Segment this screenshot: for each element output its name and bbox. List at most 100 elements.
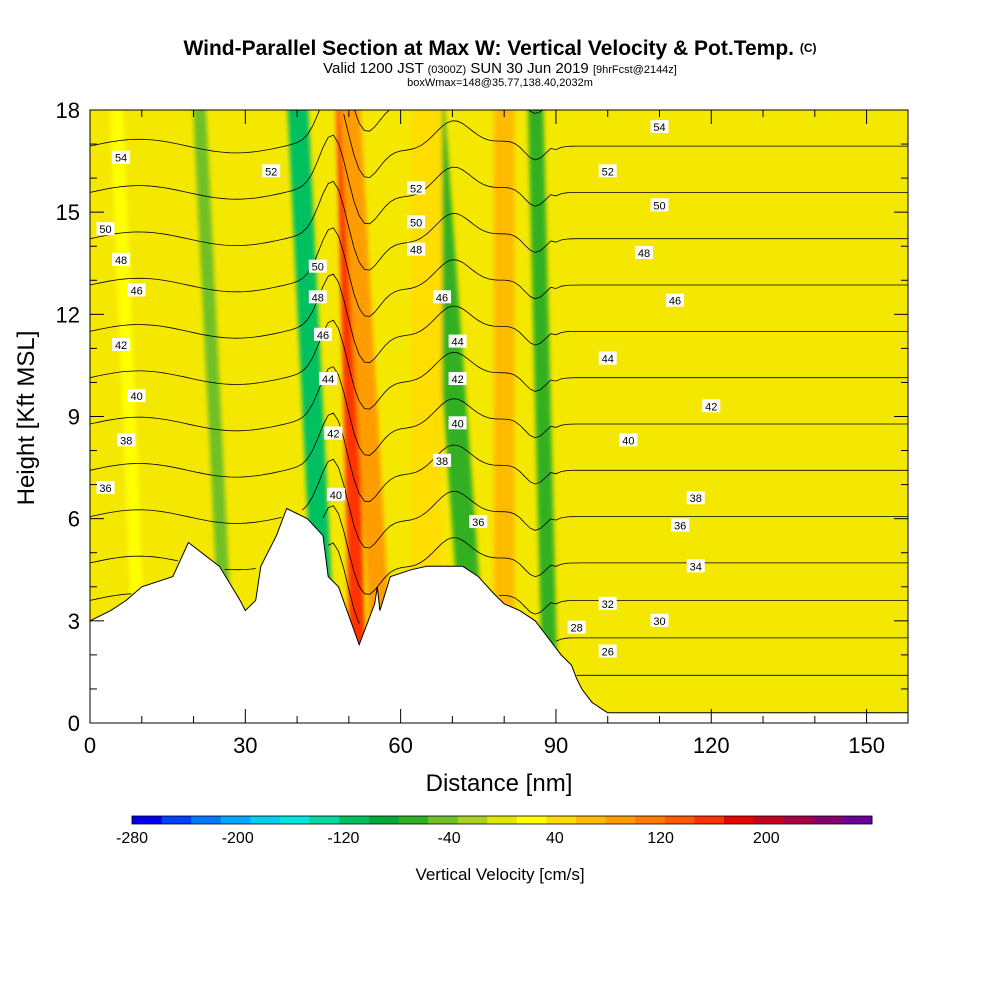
colorbar-swatch	[516, 816, 547, 824]
contour-label-text: 36	[472, 517, 484, 529]
colorbar-label: -280	[116, 830, 148, 847]
colorbar-swatch	[783, 816, 814, 824]
contour-label-text: 30	[653, 616, 665, 628]
contour-label-text: 42	[115, 340, 127, 352]
isentrope-line	[90, 412, 908, 503]
contour-label: 40	[326, 487, 345, 502]
contour-label: 50	[650, 198, 669, 212]
contour-label-box	[326, 487, 345, 501]
terrain-profile	[90, 507, 908, 723]
colorbar-swatch	[191, 816, 222, 824]
colorbar-swatch	[753, 816, 784, 824]
isentrope-line	[90, 458, 908, 549]
contour-label-text: 32	[602, 599, 614, 611]
contour-label-text: 52	[602, 166, 614, 178]
contour-label-text: 48	[638, 248, 650, 260]
contour-label: 46	[127, 283, 146, 297]
valid-date: SUN 30 Jun 2019	[470, 60, 589, 77]
contour-label-box	[650, 613, 669, 627]
colorbar-swatch	[576, 816, 607, 824]
contour-label-box	[433, 290, 452, 304]
contour-label: 44	[319, 372, 338, 386]
contour-label-box	[117, 433, 136, 447]
contour-label-box	[448, 416, 467, 430]
valid-time: Valid 1200 JST	[323, 60, 424, 77]
contour-label-text: 48	[410, 245, 422, 257]
contour-label-box	[433, 453, 452, 467]
contour-label-text: 42	[327, 429, 339, 441]
colorbar-swatch	[605, 816, 636, 824]
contour-label-text: 52	[410, 183, 422, 195]
terrain	[90, 507, 908, 723]
contour-label-box	[619, 433, 638, 447]
contour-label-text: 46	[130, 285, 142, 297]
contour-label-box	[313, 327, 332, 341]
contour-label: 38	[433, 453, 452, 468]
contour-label: 38	[117, 433, 136, 447]
contour-label-box	[650, 198, 669, 212]
contour-label: 46	[313, 327, 332, 342]
x-tick-label: 90	[544, 733, 568, 758]
contour-label: 36	[469, 515, 488, 529]
y-tick-label: 3	[68, 609, 80, 634]
contour-label-text: 46	[669, 296, 681, 308]
contour-label: 30	[650, 613, 669, 628]
contour-label-box	[650, 120, 669, 134]
isentrope-line	[90, 134, 908, 225]
contour-label-box	[262, 164, 281, 178]
isentrope-labels: 54 52 52 52 54 50 50 50 48 48 48 46 46 46 50 48 46 44 42 40…	[96, 120, 721, 658]
contour-label-text: 52	[265, 166, 277, 178]
contour-label: 40	[448, 416, 467, 430]
isentrope-line	[90, 505, 908, 595]
isentrope-line	[90, 273, 908, 364]
contour-label: 48	[407, 242, 426, 257]
colorbar-label: 40	[546, 830, 564, 847]
contour-label: 50	[407, 215, 426, 229]
contour-label-box	[407, 215, 426, 229]
colorbar-swatch	[428, 816, 459, 824]
isentrope-line	[90, 542, 908, 624]
contour-label-box	[666, 293, 685, 307]
colorbar-swatch	[487, 816, 518, 824]
y-tick-label: 15	[56, 200, 80, 225]
contour-label-box	[469, 515, 488, 529]
contour-label: 48	[634, 246, 653, 260]
x-tick-label: 0	[84, 733, 96, 758]
colorbar-swatch	[220, 816, 251, 824]
colorbar-swatch	[812, 816, 843, 824]
contour-label: 44	[598, 351, 617, 366]
velocity-band	[527, 110, 559, 723]
isentrope-line	[90, 366, 908, 456]
contour-label: 28	[567, 620, 586, 635]
contour-label-text: 44	[322, 374, 334, 386]
contour-label-text: 42	[705, 401, 717, 413]
box-info: boxWmax=148@35.77,138.40,2032m	[407, 77, 593, 89]
contour-label: 54	[650, 120, 669, 134]
contour-label: 48	[112, 252, 131, 267]
contour-label: 46	[433, 290, 452, 304]
contour-label: 50	[96, 222, 115, 236]
y-tick-label: 12	[56, 302, 80, 327]
y-tick-label: 6	[68, 507, 80, 532]
colorbar-frame	[131, 815, 873, 825]
contour-label-box	[671, 518, 690, 532]
colorbar-swatch	[457, 816, 488, 824]
isentrope-line	[90, 180, 908, 271]
chart-title-block: Wind-Parallel Section at Max W: Vertical…	[0, 36, 1000, 89]
contour-label-text: 48	[312, 292, 324, 304]
isentrope-line	[354, 110, 543, 132]
contour-label-box	[112, 150, 131, 164]
colorbar-label: 200	[753, 830, 780, 847]
contour-label-text: 54	[653, 122, 665, 134]
contour-label-text: 48	[115, 255, 127, 267]
chart-subtitle: Valid 1200 JST (0300Z) SUN 30 Jun 2019 […	[0, 61, 1000, 78]
isentrope-line	[555, 637, 908, 642]
contour-label-text: 46	[317, 330, 329, 342]
y-tick-label: 18	[56, 98, 80, 123]
colorbar-swatch	[664, 816, 695, 824]
isentrope-contours	[90, 110, 908, 676]
contour-label: 52	[407, 181, 426, 195]
valid-utc: (0300Z)	[427, 64, 467, 76]
contour-label-box	[112, 337, 131, 351]
